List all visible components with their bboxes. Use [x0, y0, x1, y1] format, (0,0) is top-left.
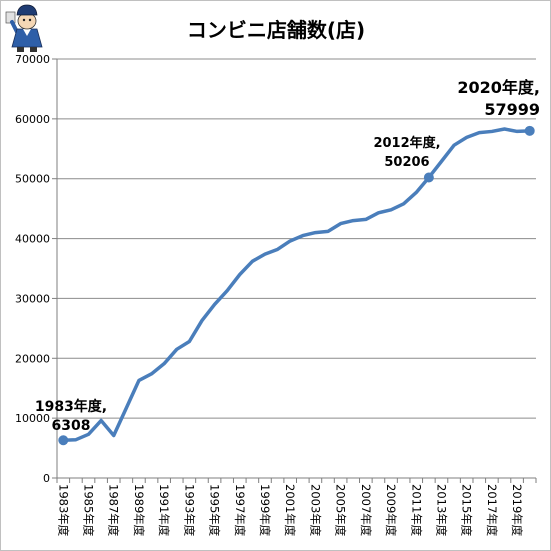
x-axis-tick-labels: 1983年度 1985年度 1987年度 1989年度 1991年度 1993年度 1995…: [56, 484, 524, 537]
x-tick-label: 2007年度: [359, 484, 373, 537]
x-tick-label: 1989年度: [132, 484, 146, 537]
x-tick-label: 1999年度: [258, 484, 272, 537]
x-tick-label: 2017年度: [485, 484, 499, 537]
mascot-arm: [10, 20, 19, 34]
x-tick-label: 2005年度: [334, 484, 348, 537]
x-tick-label: 1985年度: [82, 484, 96, 537]
data-point-marker: [524, 125, 535, 136]
y-axis-tick-labels: 0 10000 20000 30000 40000 50000 60000 70000: [15, 53, 50, 485]
annotation-value: 6308: [52, 418, 91, 434]
series: [58, 125, 535, 446]
gridlines: [57, 58, 536, 419]
x-tick-label: 1997年度: [233, 484, 247, 537]
y-tick-label: 40000: [15, 233, 50, 246]
mascot-face: [17, 12, 37, 30]
y-tick-label: 70000: [15, 53, 50, 66]
x-tick-label: 1993年度: [182, 484, 196, 537]
x-tick-label: 1991年度: [157, 484, 171, 537]
series-line: [61, 127, 532, 442]
y-tick-label: 60000: [15, 113, 50, 126]
y-tick-label: 30000: [15, 292, 50, 305]
x-tick-label: 2001年度: [283, 484, 297, 537]
mascot-logo-icon: [5, 4, 43, 52]
annotation-label: 2012年度,: [373, 135, 440, 151]
x-tick-label: 2003年度: [308, 484, 322, 537]
chart-title: コンビニ店舗数(店): [187, 18, 365, 42]
x-tick-label: 2009年度: [384, 484, 398, 537]
y-tick-label: 20000: [15, 352, 50, 365]
data-point-marker: [58, 435, 69, 446]
mascot-eye: [28, 18, 32, 22]
mascot-collar: [23, 29, 31, 36]
annotation-label: 1983年度,: [35, 398, 107, 415]
annotation-label: 2020年度,: [457, 78, 540, 97]
mascot-leg: [30, 47, 37, 52]
mascot-eye: [22, 18, 26, 22]
x-tick-label: 1995年度: [208, 484, 222, 537]
annotations: 1983年度, 6308 2012年度, 50206 2020年度, 57999: [35, 78, 540, 434]
x-tick-label: 2011年度: [409, 484, 423, 537]
x-tick-label: 2015年度: [460, 484, 474, 537]
data-point-marker: [423, 172, 434, 183]
mascot-leg: [17, 47, 24, 52]
annotation-value: 50206: [384, 155, 429, 170]
y-tick-label: 10000: [15, 412, 50, 425]
mascot-hat: [16, 4, 38, 16]
y-tick-label: 50000: [15, 173, 50, 186]
x-tick-label: 1983年度: [56, 484, 70, 537]
y-tick-label: 0: [43, 472, 50, 485]
x-tick-label: 2013年度: [434, 484, 448, 537]
x-tick-label: 2019年度: [510, 484, 524, 537]
axes: [52, 58, 537, 483]
annotation-value: 57999: [484, 100, 540, 119]
x-tick-label: 1987年度: [107, 484, 121, 537]
